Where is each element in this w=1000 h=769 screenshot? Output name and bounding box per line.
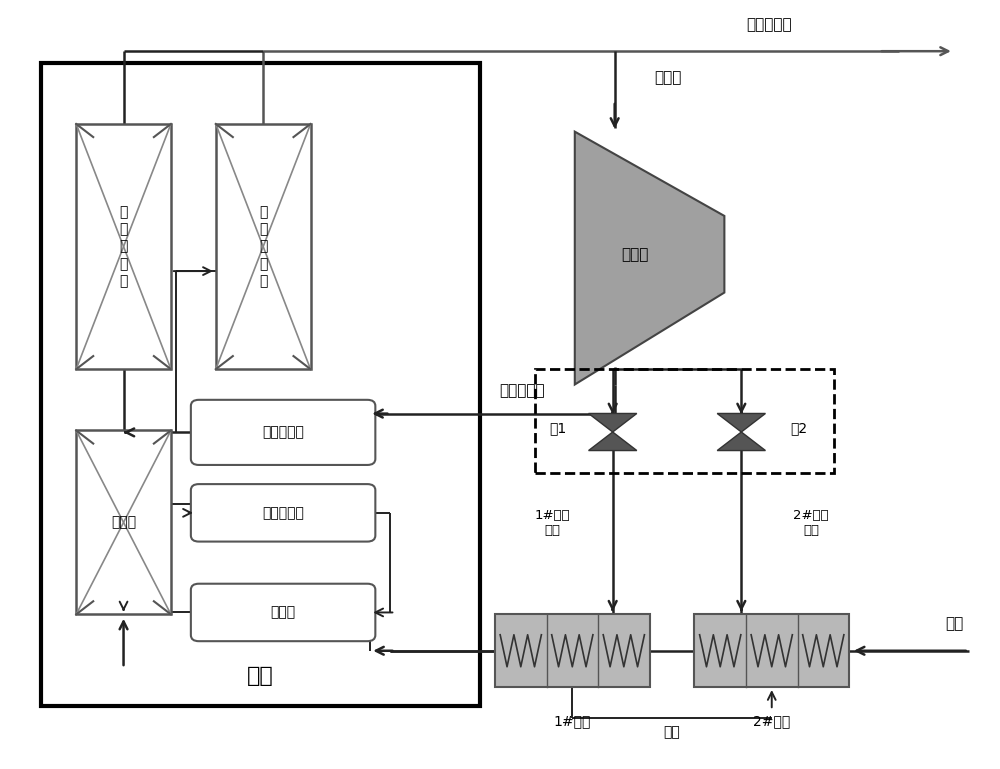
Text: 省煤器: 省煤器 [271,605,296,620]
Bar [41,63,480,706]
Bar [535,369,834,473]
Text: 疏水: 疏水 [664,725,680,740]
FancyBboxPatch shape [191,484,375,541]
FancyBboxPatch shape [191,584,375,641]
Text: 高
温
再
热
器: 高 温 再 热 器 [259,205,267,288]
Polygon shape [589,414,637,432]
Text: 低温过热器: 低温过热器 [262,425,304,439]
FancyBboxPatch shape [191,400,375,465]
Text: 1#高加
抽汽: 1#高加 抽汽 [535,509,571,538]
Text: 主蒸汽: 主蒸汽 [655,71,682,85]
Text: 1#高加: 1#高加 [554,714,591,729]
Text: 阀2: 阀2 [791,421,808,435]
Polygon shape [717,414,765,432]
Text: 2#高加
抽汽: 2#高加 抽汽 [793,509,829,538]
Polygon shape [717,432,765,451]
Bar [76,431,171,614]
Bar [76,124,171,369]
Text: 热再热蒸汽: 热再热蒸汽 [746,17,792,32]
Bar [694,614,849,687]
Text: 给水: 给水 [945,617,964,631]
Text: 高
温
过
热
器: 高 温 过 热 器 [119,205,128,288]
Bar [216,124,311,369]
Bar [495,614,650,687]
Text: 锅炉: 锅炉 [247,666,274,686]
Text: 低温过热器: 低温过热器 [262,506,304,520]
Polygon shape [589,432,637,451]
Text: 高压缸: 高压缸 [621,247,648,261]
Polygon shape [575,131,724,384]
Text: 水冷壁: 水冷壁 [111,515,136,529]
Text: 冷再热蒸汽: 冷再热蒸汽 [500,383,545,398]
Text: 阀1: 阀1 [549,421,566,435]
Text: 2#高加: 2#高加 [753,714,790,729]
